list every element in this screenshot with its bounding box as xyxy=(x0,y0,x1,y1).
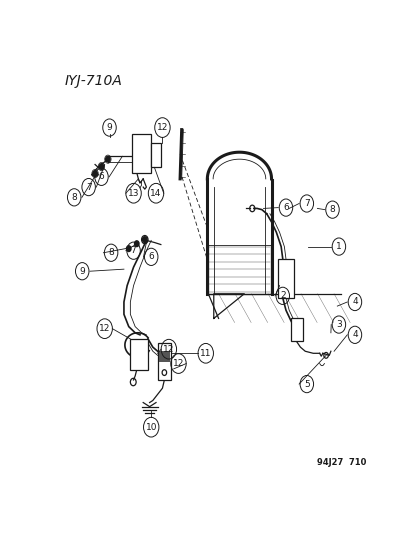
Circle shape xyxy=(99,164,104,169)
Circle shape xyxy=(105,156,110,162)
Text: 8: 8 xyxy=(71,193,77,202)
Text: 14: 14 xyxy=(150,189,161,198)
Text: 4: 4 xyxy=(351,297,357,306)
Text: 3: 3 xyxy=(335,320,341,329)
Text: 6: 6 xyxy=(148,252,154,261)
Text: 7: 7 xyxy=(85,183,91,191)
Bar xyxy=(290,318,302,341)
Bar xyxy=(130,339,148,370)
Text: 1: 1 xyxy=(335,242,341,251)
Text: 10: 10 xyxy=(145,423,157,432)
Bar xyxy=(132,134,150,173)
Text: 6: 6 xyxy=(282,203,288,212)
Text: 9: 9 xyxy=(79,266,85,276)
Text: 13: 13 xyxy=(128,189,139,198)
Circle shape xyxy=(93,171,97,176)
Text: 6: 6 xyxy=(98,172,104,181)
Bar xyxy=(157,343,171,380)
Text: 8: 8 xyxy=(329,205,335,214)
Text: 12: 12 xyxy=(99,324,110,333)
Text: 11: 11 xyxy=(199,349,211,358)
Text: 2: 2 xyxy=(279,292,285,300)
Text: 7: 7 xyxy=(131,246,136,255)
Circle shape xyxy=(134,241,139,247)
Bar xyxy=(277,259,293,298)
Circle shape xyxy=(142,237,147,243)
Text: 5: 5 xyxy=(303,379,309,389)
Text: IYJ-710A: IYJ-710A xyxy=(64,74,122,88)
Text: 94J27  710: 94J27 710 xyxy=(316,458,365,467)
Text: 12: 12 xyxy=(157,123,168,132)
Bar xyxy=(158,351,170,361)
Text: 4: 4 xyxy=(351,330,357,340)
Circle shape xyxy=(126,246,131,252)
Text: 12: 12 xyxy=(163,345,174,354)
Bar xyxy=(150,143,160,167)
Text: 7: 7 xyxy=(303,199,309,208)
Text: 12: 12 xyxy=(172,359,184,368)
Text: 9: 9 xyxy=(107,123,112,132)
Text: 8: 8 xyxy=(108,248,114,257)
